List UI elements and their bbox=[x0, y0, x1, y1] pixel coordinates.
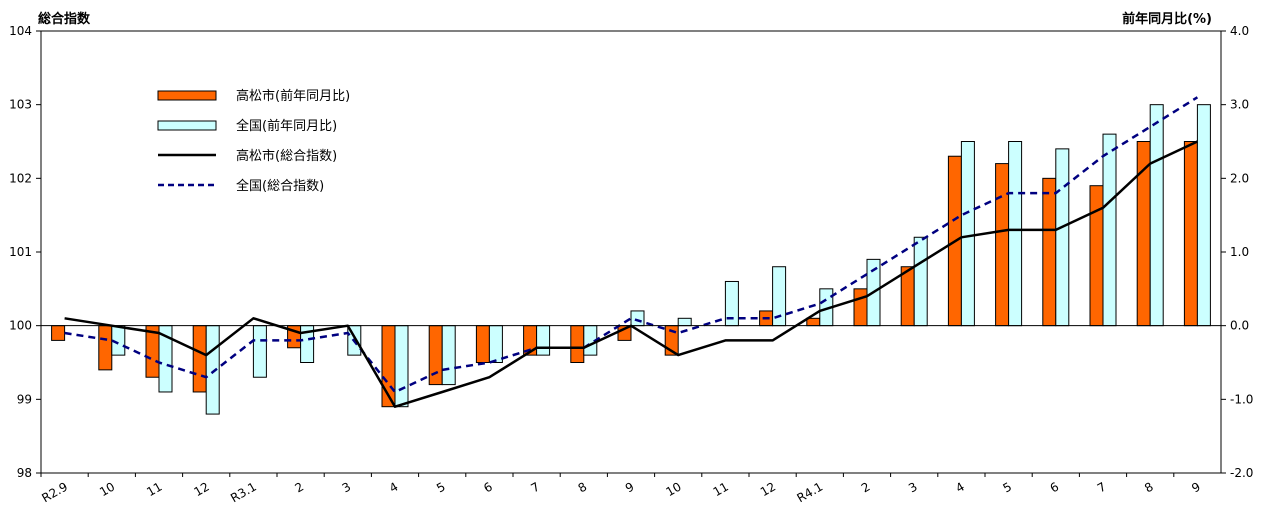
line-national-index bbox=[64, 96, 1199, 394]
bar-takamatsu-yoy bbox=[51, 325, 66, 341]
x-tick-label: 9 bbox=[1189, 479, 1203, 495]
x-tick-label: 5 bbox=[1000, 479, 1014, 495]
x-tick-label: R2.9 bbox=[39, 479, 70, 505]
bar-takamatsu-yoy bbox=[475, 325, 490, 363]
bar-national-yoy bbox=[677, 317, 692, 327]
x-tick-label: 7 bbox=[1095, 479, 1109, 495]
bar-takamatsu-yoy bbox=[995, 163, 1010, 327]
x-tick-label: 6 bbox=[1048, 479, 1062, 495]
bar-takamatsu-yoy bbox=[192, 325, 207, 393]
bar-takamatsu-yoy bbox=[428, 325, 443, 386]
bar-national-yoy bbox=[913, 236, 928, 327]
x-tick-label: 11 bbox=[711, 479, 731, 499]
x-tick-label: 3 bbox=[340, 479, 354, 495]
bar-national-yoy bbox=[536, 325, 551, 356]
right-tick-label: 0.0 bbox=[1230, 319, 1249, 333]
right-tick-label: 4.0 bbox=[1230, 24, 1249, 38]
x-tick-label: R4.1 bbox=[795, 479, 826, 505]
x-tick-label: 3 bbox=[906, 479, 920, 495]
left-tick-label: 103 bbox=[9, 98, 32, 112]
right-tick-label: 1.0 bbox=[1230, 245, 1249, 259]
x-tick-label: 8 bbox=[1142, 479, 1156, 495]
bar-national-yoy bbox=[394, 325, 409, 408]
right-tick-label: -2.0 bbox=[1230, 466, 1253, 480]
legend: 高松市(前年同月比) 全国(前年同月比) 高松市(総合指数) 全国(総合指数) bbox=[132, 75, 394, 201]
left-tick-label: 102 bbox=[9, 171, 32, 185]
right-tick-label: 3.0 bbox=[1230, 98, 1249, 112]
x-tick-label: 5 bbox=[434, 479, 448, 495]
bar-takamatsu-yoy bbox=[570, 325, 585, 363]
left-tick-label: 104 bbox=[9, 24, 32, 38]
bar-takamatsu-yoy bbox=[1183, 141, 1198, 327]
x-tick-label: R3.1 bbox=[228, 479, 259, 505]
left-tick-label: 99 bbox=[17, 392, 32, 406]
bar-national-yoy bbox=[252, 325, 267, 378]
right-tick-label: 2.0 bbox=[1230, 171, 1249, 185]
bar-national-yoy bbox=[960, 141, 975, 327]
bar-takamatsu-yoy bbox=[1089, 185, 1104, 327]
legend-label-takamatsu-bar: 高松市(前年同月比) bbox=[236, 88, 350, 104]
bar-national-yoy bbox=[441, 325, 456, 386]
bar-takamatsu-yoy bbox=[806, 317, 821, 327]
x-tick-label: 9 bbox=[623, 479, 637, 495]
x-tick-label: 12 bbox=[191, 479, 211, 499]
right-tick-label: -1.0 bbox=[1230, 392, 1253, 406]
bar-national-yoy bbox=[1008, 141, 1023, 327]
bar-national-yoy bbox=[1149, 104, 1164, 327]
bar-takamatsu-yoy bbox=[853, 288, 868, 327]
x-tick-label: 11 bbox=[144, 479, 164, 499]
x-tick-label: 2 bbox=[859, 479, 873, 495]
legend-label-takamatsu-line: 高松市(総合指数) bbox=[236, 148, 337, 164]
bar-national-yoy bbox=[1102, 133, 1117, 327]
bar-national-yoy bbox=[1055, 148, 1070, 327]
x-tick-label: 12 bbox=[758, 479, 778, 499]
legend-swatch-national-bar bbox=[157, 120, 217, 131]
legend-swatch-takamatsu-bar bbox=[157, 90, 217, 101]
x-tick-label: 7 bbox=[528, 479, 542, 495]
bar-takamatsu-yoy bbox=[98, 325, 113, 371]
x-tick-label: 2 bbox=[292, 479, 306, 495]
x-tick-label: 4 bbox=[387, 479, 401, 495]
x-tick-label: 4 bbox=[953, 479, 967, 495]
x-tick-label: 8 bbox=[576, 479, 590, 495]
bar-national-yoy bbox=[1196, 104, 1211, 327]
bar-national-yoy bbox=[488, 325, 503, 363]
left-tick-label: 100 bbox=[9, 319, 32, 333]
x-tick-label: 10 bbox=[97, 479, 117, 499]
left-tick-label: 101 bbox=[9, 245, 32, 259]
right-axis-title: 前年同月比(%) bbox=[1122, 11, 1212, 27]
left-tick-label: 98 bbox=[17, 466, 32, 480]
x-tick-label: 6 bbox=[481, 479, 495, 495]
bar-national-yoy bbox=[630, 310, 645, 327]
bar-takamatsu-yoy bbox=[1042, 177, 1057, 327]
legend-label-national-bar: 全国(前年同月比) bbox=[236, 118, 337, 134]
left-axis-title: 総合指数 bbox=[38, 11, 91, 27]
bar-takamatsu-yoy bbox=[900, 266, 915, 327]
x-tick-label: 10 bbox=[663, 479, 683, 499]
legend-label-national-line: 全国(総合指数) bbox=[236, 178, 324, 194]
